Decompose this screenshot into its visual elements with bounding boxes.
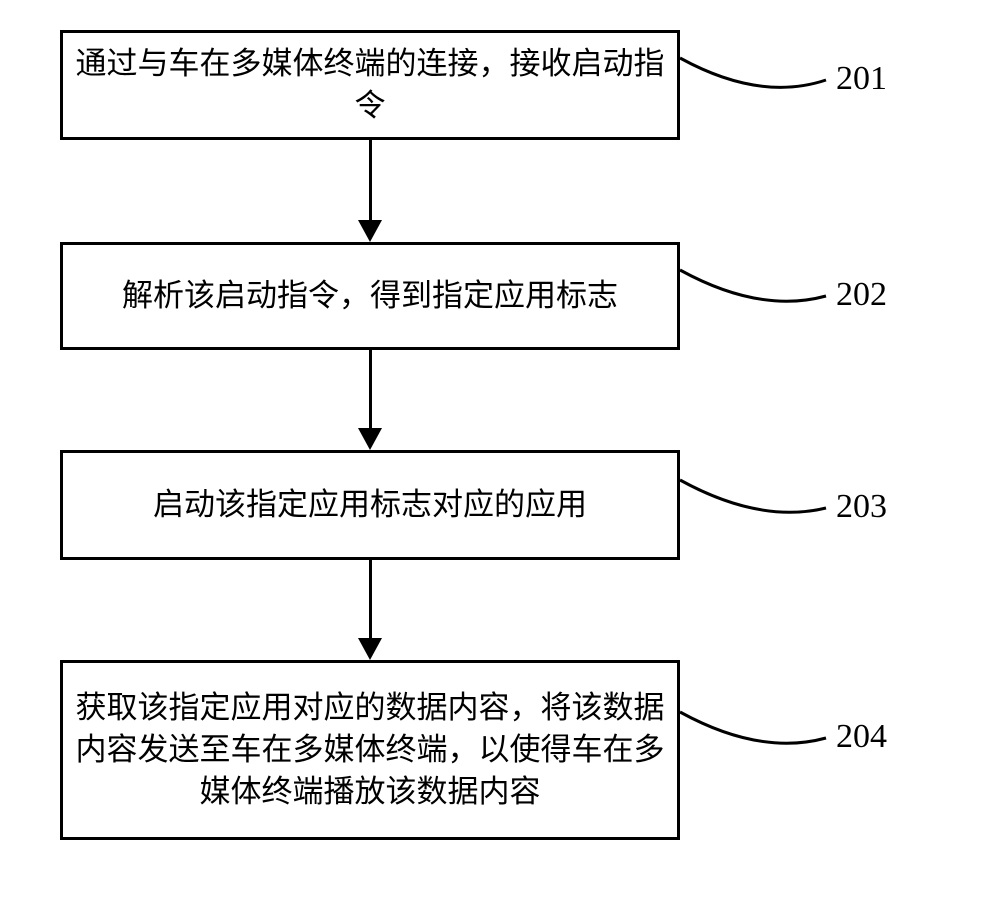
step-text-3: 启动该指定应用标志对应的应用 xyxy=(153,484,587,526)
step-label-2: 202 xyxy=(836,276,887,314)
step-text-4: 获取该指定应用对应的数据内容，将该数据内容发送至车在多媒体终端，以使得车在多媒体… xyxy=(73,687,667,813)
step-box-1: 通过与车在多媒体终端的连接，接收启动指令 xyxy=(60,30,680,140)
flowchart-canvas: 通过与车在多媒体终端的连接，接收启动指令 解析该启动指令，得到指定应用标志 启动… xyxy=(0,0,1000,911)
step-box-2: 解析该启动指令，得到指定应用标志 xyxy=(60,242,680,350)
step-text-2: 解析该启动指令，得到指定应用标志 xyxy=(122,275,618,317)
connector-1 xyxy=(680,52,840,102)
step-label-1: 201 xyxy=(836,60,887,98)
step-text-1: 通过与车在多媒体终端的连接，接收启动指令 xyxy=(73,43,667,127)
step-label-4: 204 xyxy=(836,718,887,756)
step-box-4: 获取该指定应用对应的数据内容，将该数据内容发送至车在多媒体终端，以使得车在多媒体… xyxy=(60,660,680,840)
connector-4 xyxy=(680,706,840,756)
connector-2 xyxy=(680,264,840,314)
step-box-3: 启动该指定应用标志对应的应用 xyxy=(60,450,680,560)
connector-3 xyxy=(680,474,840,524)
step-label-3: 203 xyxy=(836,488,887,526)
